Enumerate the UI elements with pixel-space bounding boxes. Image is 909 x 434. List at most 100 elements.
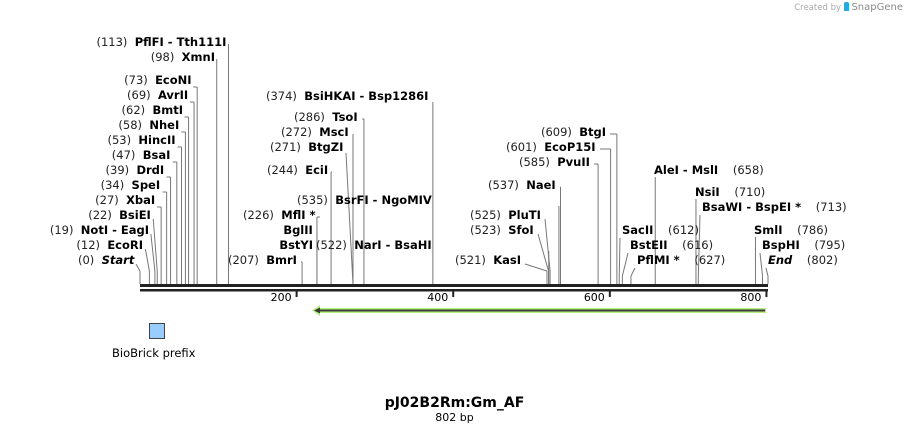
- site-label[interactable]: (271) BtgZI: [270, 140, 343, 154]
- site-position: (286): [294, 110, 325, 124]
- enzyme-name: MflI *: [281, 208, 316, 222]
- site-label[interactable]: (374) BsiHKAI - Bsp1286I: [266, 89, 428, 103]
- enzyme-name: NheI: [149, 118, 180, 132]
- enzyme-name: EcoP15I: [544, 140, 596, 154]
- enzyme-name: BsrFI - NgoMIV: [335, 193, 432, 207]
- site-position: (601): [506, 140, 537, 154]
- site-label[interactable]: (27) XbaI: [95, 193, 155, 207]
- site-label[interactable]: (286) TsoI: [294, 110, 358, 124]
- map-length: 802 bp: [435, 411, 474, 424]
- enzyme-name: BglII: [283, 223, 313, 237]
- site-label[interactable]: (537) NaeI: [488, 178, 556, 192]
- site-label[interactable]: (12) EcoRI: [76, 238, 143, 252]
- site-label[interactable]: (585) PvuII: [519, 155, 590, 169]
- map-title: pJ02B2Rm:Gm_AF: [384, 395, 525, 411]
- enzyme-name: NsiI: [695, 185, 720, 199]
- site-label[interactable]: (69) AvrII: [127, 88, 188, 102]
- site-label[interactable]: (525) PluTI: [470, 208, 541, 222]
- enzyme-name: PflMI *: [637, 253, 680, 267]
- site-label[interactable]: (73) EcoNI: [124, 73, 191, 87]
- site-label[interactable]: (34) SpeI: [101, 178, 161, 192]
- site-label[interactable]: BsaWI - BspEI * (713): [702, 200, 847, 214]
- site-label[interactable]: BglII: [276, 223, 313, 237]
- site-label[interactable]: (521) KasI: [455, 253, 521, 267]
- site-label[interactable]: (19) NotI - EagI: [50, 223, 149, 237]
- site-label[interactable]: (53) HincII: [108, 133, 176, 147]
- enzyme-name: BspHI: [762, 238, 800, 252]
- site-position: (58): [118, 118, 143, 132]
- site-label[interactable]: (39) DrdI: [106, 163, 165, 177]
- enzyme-name: AvrII: [157, 88, 189, 102]
- enzyme-name: HincII: [138, 133, 176, 147]
- site-label[interactable]: (113) PflFI - Tth111I: [96, 35, 226, 49]
- enzyme-name: BsaI: [142, 148, 171, 162]
- biobrick-prefix-label: BioBrick prefix: [112, 346, 196, 360]
- enzyme-name: TsoI: [332, 110, 358, 124]
- site-position: (271): [270, 140, 301, 154]
- site-label[interactable]: (47) BsaI: [112, 148, 171, 162]
- tick-mark: [295, 291, 298, 297]
- site-label[interactable]: BstYI: [272, 238, 313, 252]
- site-position: (73): [124, 73, 148, 87]
- site-label[interactable]: (226) MflI *: [243, 208, 316, 222]
- site-label[interactable]: (523) SfoI: [470, 223, 534, 237]
- site-label[interactable]: (535) BsrFI - NgoMIV: [297, 193, 432, 207]
- site-label[interactable]: (22) BsiEI: [88, 208, 151, 222]
- site-position: (0): [78, 253, 95, 267]
- enzyme-name: XmnI: [181, 50, 215, 64]
- enzyme-name: BstEII: [630, 238, 668, 252]
- biobrick-prefix-swatch[interactable]: [149, 323, 165, 339]
- site-label[interactable]: (98) XmnI: [151, 50, 215, 64]
- site-label[interactable]: (601) EcoP15I: [506, 140, 596, 154]
- enzyme-name: XbaI: [126, 193, 156, 207]
- site-label[interactable]: SmlI (786): [754, 223, 828, 237]
- enzyme-name: KasI: [493, 253, 522, 267]
- site-label[interactable]: End (802): [768, 253, 838, 267]
- site-position: (374): [266, 89, 297, 103]
- site-label[interactable]: (609) BtgI: [541, 125, 606, 139]
- site-position: (19): [49, 223, 74, 237]
- tick-label: 800: [740, 291, 762, 304]
- enzyme-name: PluTI: [508, 208, 541, 222]
- watermark-brand: SnapGene: [851, 2, 903, 13]
- tick-label: 400: [427, 291, 449, 304]
- site-position: (69): [127, 88, 151, 102]
- site-label[interactable]: (62) BmtI: [122, 103, 183, 117]
- site-label[interactable]: (207) BmrI: [228, 253, 297, 267]
- enzyme-name: EcoNI: [155, 73, 192, 87]
- enzyme-name: BmtI: [152, 103, 183, 117]
- site-label[interactable]: (522) NarI - BsaHI: [316, 238, 432, 252]
- enzyme-name: BstYI: [279, 238, 314, 252]
- site-position: (53): [107, 133, 132, 147]
- enzyme-name: SmlI: [754, 223, 783, 237]
- enzyme-name: NotI - EagI: [80, 223, 150, 237]
- enzyme-name: NaeI: [526, 178, 556, 192]
- site-position: (98): [150, 50, 175, 64]
- site-label[interactable]: (272) MscI: [281, 125, 349, 139]
- site-label[interactable]: (244) EciI: [267, 163, 328, 177]
- enzyme-name: End: [768, 253, 793, 267]
- site-label[interactable]: SacII (612): [622, 223, 699, 237]
- site-label[interactable]: (0) Start: [78, 253, 134, 267]
- site-label[interactable]: AleI - MslI (658): [654, 163, 764, 177]
- site-label[interactable]: (58) NheI: [118, 118, 179, 132]
- site-label[interactable]: NsiI (710): [695, 185, 765, 199]
- site-position: (12): [76, 238, 100, 252]
- site-position: (710): [734, 185, 766, 199]
- watermark: Created by SnapGene: [794, 2, 903, 13]
- site-position: (616): [682, 238, 714, 252]
- enzyme-name: DrdI: [136, 163, 165, 177]
- site-label[interactable]: BspHI (795): [762, 238, 845, 252]
- site-position: (113): [96, 35, 128, 49]
- site-label[interactable]: BstEII (616): [630, 238, 713, 252]
- tick-mark: [765, 291, 768, 297]
- enzyme-name: SfoI: [508, 223, 534, 237]
- tick-label: 200: [270, 291, 292, 304]
- gm-feature-arrow[interactable]: [312, 305, 766, 316]
- watermark-prefix: Created by: [794, 3, 842, 13]
- enzyme-name: BsiHKAI - Bsp1286I: [304, 89, 429, 103]
- site-label[interactable]: PflMI * (627): [637, 253, 725, 267]
- site-position: (612): [668, 223, 699, 237]
- site-position: (585): [519, 155, 550, 169]
